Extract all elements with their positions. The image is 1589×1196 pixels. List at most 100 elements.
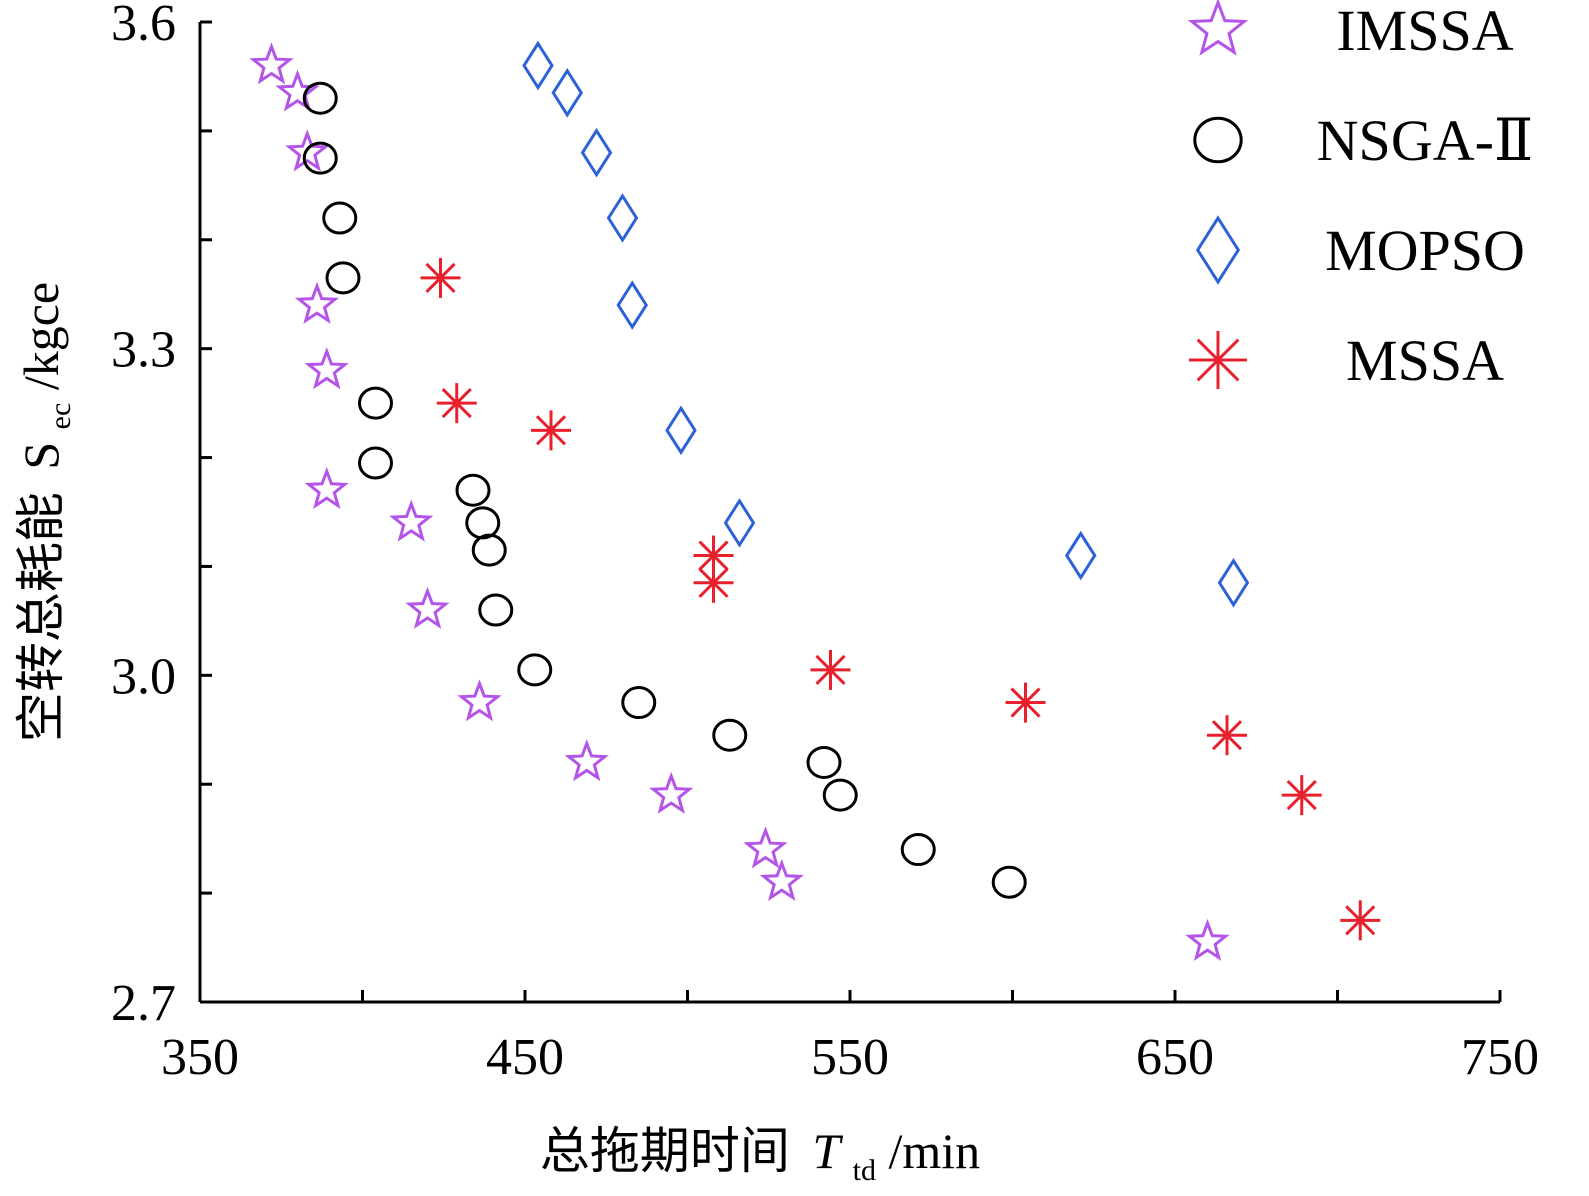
x-axis-title-symbol: T — [812, 1123, 843, 1179]
data-point-asterisk — [436, 383, 477, 424]
data-point-star — [275, 69, 320, 112]
data-point-diamond — [1217, 557, 1250, 608]
asterisk-stroke — [815, 654, 846, 685]
series-asterisk — [420, 257, 1381, 941]
data-point-circle — [478, 593, 514, 627]
tick-labels: 350 450 550 650 750 2.7 3.0 3.3 3.6 — [111, 0, 1539, 1086]
series-circle — [302, 81, 1027, 899]
legend-label: MOPSO — [1325, 218, 1525, 283]
x-tick-label: 650 — [1136, 1029, 1214, 1086]
axis-titles: 总拖期时间 T td /min 空转总耗能 S ec /kgce — [13, 282, 980, 1191]
x-axis-title-unit: /min — [888, 1123, 980, 1179]
legend-item-asterisk: MSSA — [1189, 328, 1504, 393]
data-point-circle — [358, 446, 393, 480]
asterisk-stroke — [441, 388, 472, 419]
data-point-circle — [806, 745, 842, 779]
axis-ticks — [198, 20, 1502, 1004]
asterisk-stroke — [535, 415, 567, 446]
y-axis-title-subscript: ec — [44, 403, 77, 430]
legend-marker-circle — [1193, 116, 1243, 164]
data-point-star — [304, 466, 349, 510]
asterisk-stroke — [698, 540, 729, 571]
data-point-diamond — [1064, 530, 1097, 581]
x-axis-title-main: 总拖期时间 — [540, 1123, 790, 1179]
asterisk-stroke — [1010, 687, 1041, 718]
data-point-diamond — [551, 67, 584, 118]
y-axis-title-unit: /kgce — [13, 282, 69, 390]
data-point-circle — [465, 506, 501, 540]
data-point-circle — [358, 386, 393, 420]
data-point-star — [285, 129, 330, 172]
data-point-star — [405, 586, 450, 629]
data-point-circle — [325, 261, 361, 295]
asterisk-stroke — [698, 567, 729, 598]
data-point-asterisk — [420, 257, 461, 298]
x-tick-label: 450 — [486, 1029, 564, 1086]
data-point-circle — [712, 718, 748, 752]
data-point-star — [249, 42, 294, 85]
data-point-asterisk — [1207, 715, 1247, 756]
data-point-star — [759, 858, 804, 902]
series-diamond — [522, 40, 1250, 608]
data-point-star — [564, 739, 609, 782]
asterisk-stroke — [1211, 720, 1243, 751]
legend-item-circle: NSGA-Ⅱ — [1193, 108, 1534, 173]
y-axis-title: 空转总耗能 S ec /kgce — [13, 282, 81, 742]
y-axis-title-symbol: S — [13, 442, 69, 470]
y-tick-label: 3.6 — [111, 0, 176, 52]
data-point-asterisk — [810, 649, 851, 690]
data-points — [249, 40, 1381, 961]
asterisk-stroke — [425, 262, 456, 293]
data-point-circle — [322, 201, 358, 235]
data-point-circle — [455, 473, 491, 507]
y-tick-label: 3.0 — [111, 648, 176, 705]
legend-item-diamond: MOPSO — [1195, 215, 1525, 285]
legend: IMSSA NSGA-Ⅱ MOPSO MSSA — [1187, 0, 1534, 393]
data-point-star — [1185, 918, 1230, 961]
legend-marker-asterisk — [1189, 331, 1247, 389]
data-point-circle — [991, 865, 1027, 899]
data-point-circle — [471, 533, 507, 567]
data-point-circle — [900, 833, 936, 867]
data-point-circle — [621, 686, 657, 720]
data-point-star — [457, 679, 502, 722]
x-axis-title: 总拖期时间 T td /min — [540, 1123, 980, 1191]
data-point-diamond — [522, 40, 554, 91]
x-tick-label: 350 — [161, 1029, 239, 1086]
data-point-star — [649, 771, 694, 814]
data-point-star — [389, 499, 434, 542]
data-point-circle — [822, 778, 858, 812]
series-star — [249, 42, 1230, 961]
x-axis-title-subscript: td — [853, 1154, 876, 1187]
data-point-asterisk — [1340, 900, 1381, 941]
legend-marker-diamond — [1195, 215, 1241, 285]
legend-label: MSSA — [1346, 328, 1504, 393]
axes — [198, 22, 1500, 1004]
asterisk-stroke — [1196, 338, 1240, 382]
data-point-star — [294, 281, 340, 324]
data-point-circle — [517, 653, 553, 687]
data-point-diamond — [723, 498, 756, 548]
y-tick-label: 3.3 — [111, 322, 176, 379]
asterisk-stroke — [1345, 905, 1376, 936]
data-point-star — [304, 347, 349, 390]
data-point-diamond — [580, 127, 613, 178]
data-point-diamond — [616, 280, 649, 330]
data-point-star — [743, 826, 788, 869]
data-point-asterisk — [531, 410, 571, 451]
data-point-asterisk — [1281, 775, 1322, 816]
legend-item-star: IMSSA — [1187, 0, 1514, 63]
x-tick-label: 750 — [1461, 1029, 1539, 1086]
y-tick-label: 2.7 — [111, 975, 176, 1032]
asterisk-stroke — [1286, 780, 1317, 811]
y-axis-title-main: 空转总耗能 — [13, 492, 69, 742]
legend-label: IMSSA — [1336, 0, 1513, 63]
data-point-asterisk — [1005, 682, 1046, 723]
data-point-circle — [302, 141, 338, 175]
data-point-circle — [302, 81, 338, 115]
data-point-diamond — [606, 193, 639, 243]
data-point-diamond — [665, 405, 697, 456]
x-tick-label: 550 — [811, 1029, 889, 1086]
legend-label: NSGA-Ⅱ — [1317, 108, 1534, 173]
